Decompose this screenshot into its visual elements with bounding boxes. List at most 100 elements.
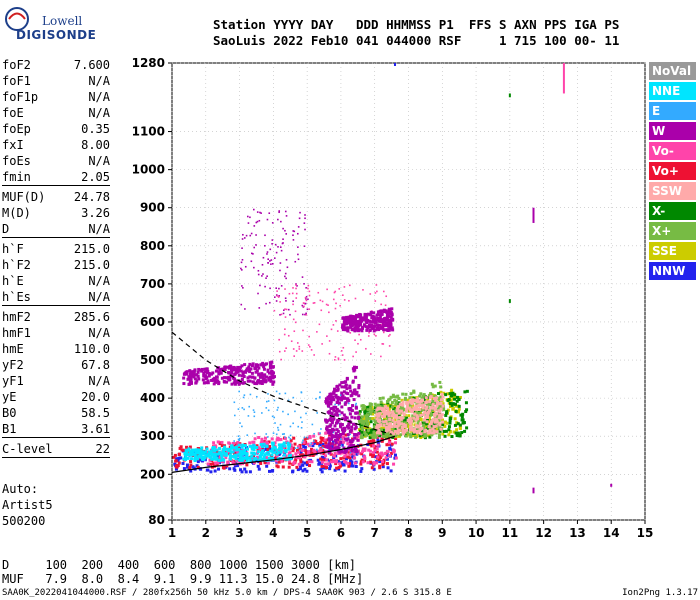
echo-point [435,403,439,407]
echo-point [209,372,213,376]
echo-point [189,372,193,376]
echo-point [342,428,346,432]
echo-point [374,292,377,294]
echo-point [240,269,243,271]
echo-point [192,448,196,452]
echo-point [196,465,200,469]
echo-point [208,455,212,459]
echo-point [302,329,304,332]
echo-point [284,316,287,318]
echo-point [239,369,243,373]
echo-point [433,408,437,412]
echo-point [326,445,330,449]
param-value: N/A [88,290,110,304]
echo-point [405,421,409,425]
echo-point [378,434,382,438]
echo-point [254,367,258,371]
x-tick-label: 7 [371,526,379,540]
echo-point [187,375,191,379]
echo-point [409,392,413,396]
echo-point [343,418,347,422]
echo-point [379,400,383,404]
echo-point [378,466,382,470]
param-value: 3.61 [81,422,110,436]
echo-point [366,413,370,417]
echo-point [345,438,349,442]
echo-point [279,437,283,441]
echo-point [277,460,281,464]
echo-point [294,447,297,450]
x-tick-label: 12 [535,526,552,540]
echo-point [382,420,386,424]
echo-point [265,407,268,409]
echo-point [294,310,297,313]
echo-point [318,445,320,448]
echo-point [246,376,250,380]
echo-point [266,253,268,255]
echo-point [369,310,373,314]
param-row: foEs N/A [2,153,110,169]
echo-point [199,452,203,456]
echo-point [273,441,277,445]
echo-point [298,453,302,457]
echo-point [233,401,236,404]
echo-point [319,457,323,461]
echo-point [301,304,304,307]
echo-point [339,461,343,465]
echo-point [307,284,310,287]
echo-point [363,312,367,316]
echo-point [426,410,430,414]
echo-point [233,450,235,453]
echo-point [304,297,307,299]
polarization-legend: NoVal NNE E W Vo- Vo+ SSW X- X+ SSE NNW [649,62,696,282]
echo-point [369,409,373,413]
echo-point [284,436,286,439]
echo-point [360,452,364,456]
echo-point [258,375,262,379]
echo-point [278,210,281,212]
echo-point [442,429,446,433]
echo-point [334,446,338,450]
echo-point [280,313,283,316]
echo-point [332,391,336,395]
echo-point [203,455,207,459]
echo-point [269,248,272,251]
echo-point [370,466,374,470]
echo-point [248,375,252,379]
echo-point [275,287,277,289]
echo-point [174,459,178,463]
echo-point [284,288,286,290]
echo-point [294,458,298,462]
echo-point [355,452,359,456]
echo-point [182,382,186,386]
echo-point [273,309,276,312]
echo-point [404,434,408,438]
echo-point [381,396,385,400]
echo-point [349,314,353,318]
echo-point [419,392,423,396]
echo-point [377,428,381,432]
echo-point [233,414,236,417]
echo-point [236,365,240,369]
echo-point [389,324,393,328]
echo-point [266,461,270,465]
echo-point [408,403,412,407]
echo-point [437,435,441,439]
echo-point [278,287,280,290]
echo-point [422,423,426,427]
echo-point [277,429,280,431]
echo-point [403,424,407,428]
echo-point [338,439,342,443]
echo-point [345,318,349,322]
param-row: MUF(D) 24.78 [2,189,110,205]
echo-point [257,436,261,440]
echo-point [363,455,367,459]
echo-point [281,465,285,469]
echo-point [354,405,358,409]
echo-point [209,462,213,466]
echo-point [280,459,284,463]
echo-point [288,436,290,439]
echo-point [321,446,324,449]
echo-point [264,445,267,447]
echo-point [295,287,297,290]
